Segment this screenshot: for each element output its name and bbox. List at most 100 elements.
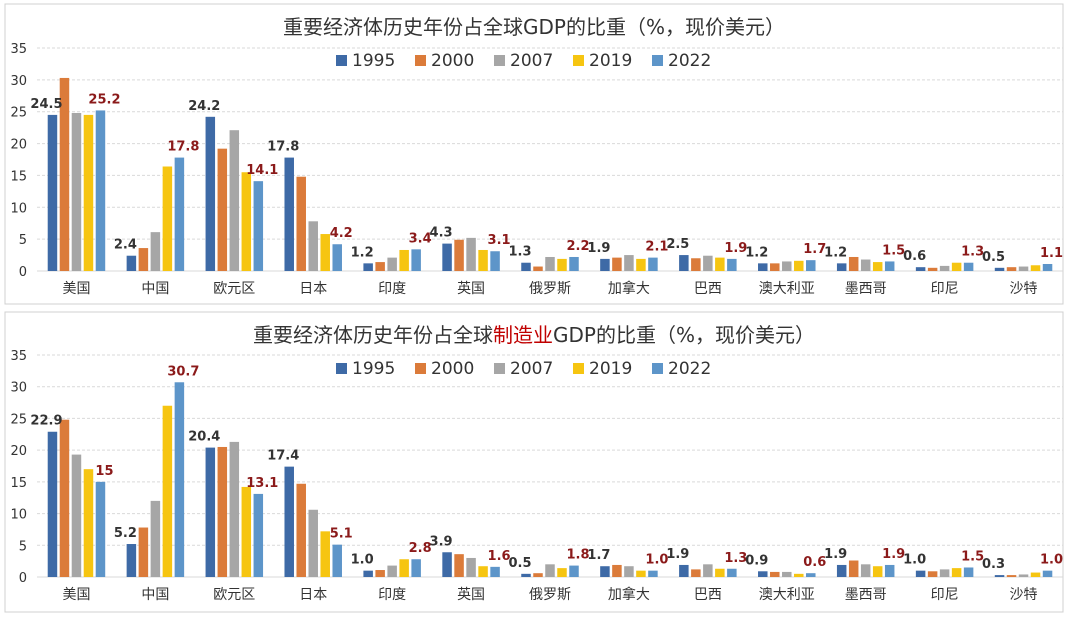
bar-2000 (217, 446, 228, 577)
bar-1995 (600, 258, 610, 271)
bar-1995 (363, 570, 373, 577)
data-label-2022: 5.1 (330, 527, 353, 542)
bar-2000 (138, 248, 149, 271)
chart-panel-1: 0 5 10 15 20 25 30 35 重要经济体历史年份占全球GDP的比重（%，现价美元）… (4, 3, 1064, 305)
data-label-2022: 1.6 (488, 549, 511, 564)
data-label-2022: 1.1 (1040, 246, 1063, 261)
bar-2022 (174, 382, 185, 577)
x-tick-label: 沙特 (1010, 587, 1038, 603)
data-label-1995: 1.9 (824, 547, 847, 562)
legend-label: 2019 (589, 359, 632, 379)
bar-1995 (363, 263, 373, 271)
bar-2022 (648, 570, 658, 577)
bar-2007 (150, 500, 161, 577)
legend-label: 1995 (352, 51, 395, 71)
bar-2000 (375, 570, 385, 577)
chart-title: 重要经济体历史年份占全球GDP的比重（%，现价美元） (283, 15, 785, 39)
y-tick-label: 10 (10, 508, 27, 523)
data-label-1995: 0.6 (903, 249, 926, 264)
legend-swatch (336, 363, 347, 374)
data-label-2022: 1.9 (882, 547, 905, 562)
y-tick-label: 5 (19, 233, 27, 248)
bar-1995 (600, 566, 610, 577)
bar-2000 (533, 573, 543, 577)
data-label-1995: 1.2 (824, 245, 847, 260)
x-tick-label: 加拿大 (608, 280, 650, 297)
legend-label: 2007 (510, 359, 553, 379)
bar-2007 (308, 221, 318, 271)
bar-2007 (703, 255, 713, 271)
bar-2007 (939, 569, 950, 577)
data-label-1995: 5.2 (114, 526, 137, 541)
bar-2000 (612, 564, 622, 577)
data-label-2022: 1.9 (724, 241, 747, 256)
bar-2000 (375, 262, 385, 271)
y-tick-label: 30 (10, 74, 27, 89)
bar-2022 (884, 564, 895, 577)
bar-2000 (296, 176, 306, 271)
bar-1995 (47, 431, 58, 577)
data-label-2022: 2.2 (566, 239, 589, 254)
bar-2019 (241, 486, 252, 577)
bar-2022 (253, 181, 264, 271)
x-tick-label: 加拿大 (608, 586, 650, 603)
y-tick-label: 0 (19, 571, 27, 586)
bar-2007 (703, 564, 713, 577)
data-label-2022: 1.8 (566, 548, 589, 563)
title-part: 重要经济体历史年份占全球 (253, 323, 493, 347)
x-tick-label: 欧元区 (213, 281, 255, 297)
bar-2019 (794, 260, 804, 271)
bar-2022 (806, 573, 816, 577)
bar-1995 (284, 157, 294, 271)
data-label-2022: 1.0 (1040, 553, 1063, 568)
y-tick-label: 5 (19, 539, 27, 554)
bar-2019 (399, 249, 409, 271)
bar-2000 (296, 483, 306, 577)
title-part: 重要经济体历史年份占全球GDP的比重（%，现价美元） (283, 15, 785, 39)
bar-2022 (411, 249, 421, 271)
bar-2019 (557, 568, 567, 577)
x-tick-label: 沙特 (1010, 281, 1038, 297)
data-label-1995: 3.9 (430, 534, 453, 549)
y-tick-label: 35 (10, 349, 27, 364)
x-tick-label: 中国 (141, 281, 169, 297)
chart-title: 重要经济体历史年份占全球制造业GDP的比重（%，现价美元） (253, 323, 815, 347)
y-tick-label: 35 (10, 42, 27, 57)
bar-1995 (442, 552, 452, 577)
data-label-1995: 1.7 (587, 548, 610, 563)
bar-2019 (872, 262, 883, 271)
x-tick-label: 印度 (378, 587, 406, 603)
bar-2007 (545, 256, 555, 271)
data-label-2022: 1.3 (724, 551, 747, 566)
bar-2000 (59, 419, 70, 577)
data-label-2022: 3.4 (409, 231, 432, 246)
bar-2022 (727, 568, 737, 577)
x-tick-label: 美国 (62, 587, 90, 603)
bar-2007 (387, 257, 397, 271)
bar-2019 (320, 531, 330, 577)
data-label-1995: 1.9 (587, 241, 610, 256)
bar-2022 (411, 559, 421, 577)
data-label-2022: 1.0 (645, 553, 668, 568)
bar-2000 (454, 239, 464, 271)
bar-1995 (994, 575, 1005, 577)
bar-2000 (691, 258, 701, 271)
x-tick-label: 俄罗斯 (529, 587, 571, 603)
legend-swatch (573, 55, 584, 66)
bar-2007 (860, 259, 871, 271)
chart-panel-2: 0 5 10 15 20 25 30 35 重要经济体历史年份占全球制造业GDP的比重（%，现价… (4, 311, 1064, 613)
bar-2019 (478, 249, 488, 271)
bar-1995 (994, 267, 1005, 271)
bar-1995 (521, 262, 531, 271)
bar-2007 (387, 565, 397, 577)
legend-label: 2022 (668, 51, 711, 71)
x-tick-label: 美国 (62, 281, 90, 297)
data-label-2022: 2.8 (409, 541, 432, 556)
bar-2022 (648, 257, 658, 271)
data-label-2022: 1.3 (961, 245, 984, 260)
bar-2022 (95, 481, 106, 577)
bar-2000 (59, 77, 70, 272)
data-label-2022: 1.7 (803, 242, 826, 257)
